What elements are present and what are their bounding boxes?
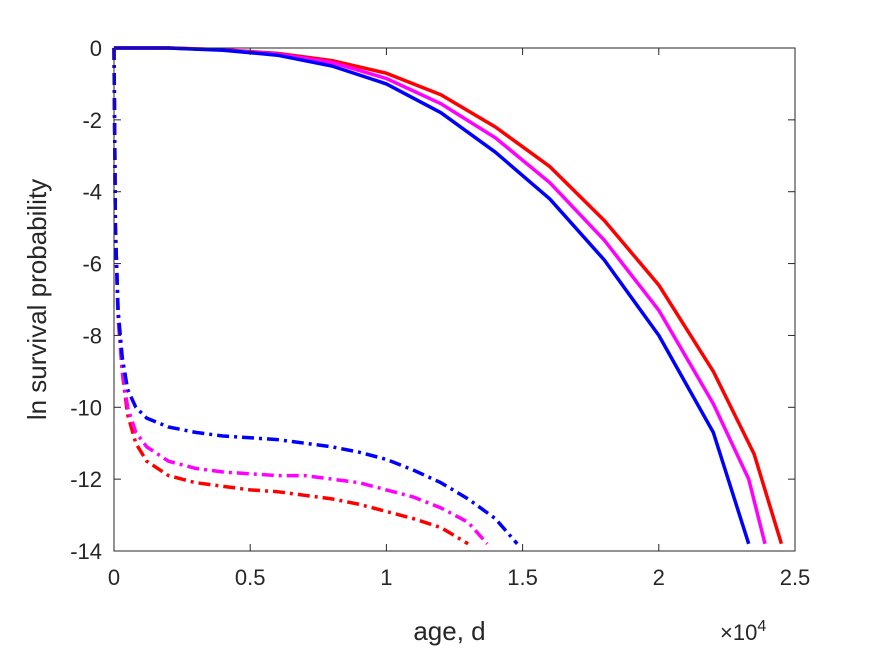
x-tick-label: 2.5 [780,565,811,590]
x-axis-multiplier: ×104 [720,618,766,645]
x-tick-label: 1.5 [507,565,538,590]
x-axis-label: age, d [413,616,485,646]
y-tick-label: 0 [90,36,102,61]
ticks-layer: 0 0.5 1 1.5 2 2.5 0 -2 -4 -6 -8 -10 -12 -14 [70,36,810,590]
series-line-3 [114,46,751,545]
plot-frame [113,47,796,552]
x-tick-label: 0 [108,565,120,590]
y-tick-label: -2 [82,108,102,133]
series-line-6 [112,47,519,545]
series-line-5 [112,47,489,545]
x-tick-label: 1 [380,565,392,590]
x-multiplier-exponent: 4 [757,618,766,635]
y-tick-label: -12 [70,467,102,492]
x-tick-label: 0.5 [235,565,266,590]
y-tick-label: -8 [82,323,102,348]
y-tick-label: -10 [70,395,102,420]
y-tick-label: -4 [82,180,102,205]
x-multiplier-base: ×10 [720,620,757,645]
y-tick-label: -14 [70,539,102,564]
series-layer [112,46,784,546]
x-tick-label: 2 [653,565,665,590]
y-axis-label: ln survival probability [22,179,52,420]
y-tick-label: -6 [82,252,102,277]
